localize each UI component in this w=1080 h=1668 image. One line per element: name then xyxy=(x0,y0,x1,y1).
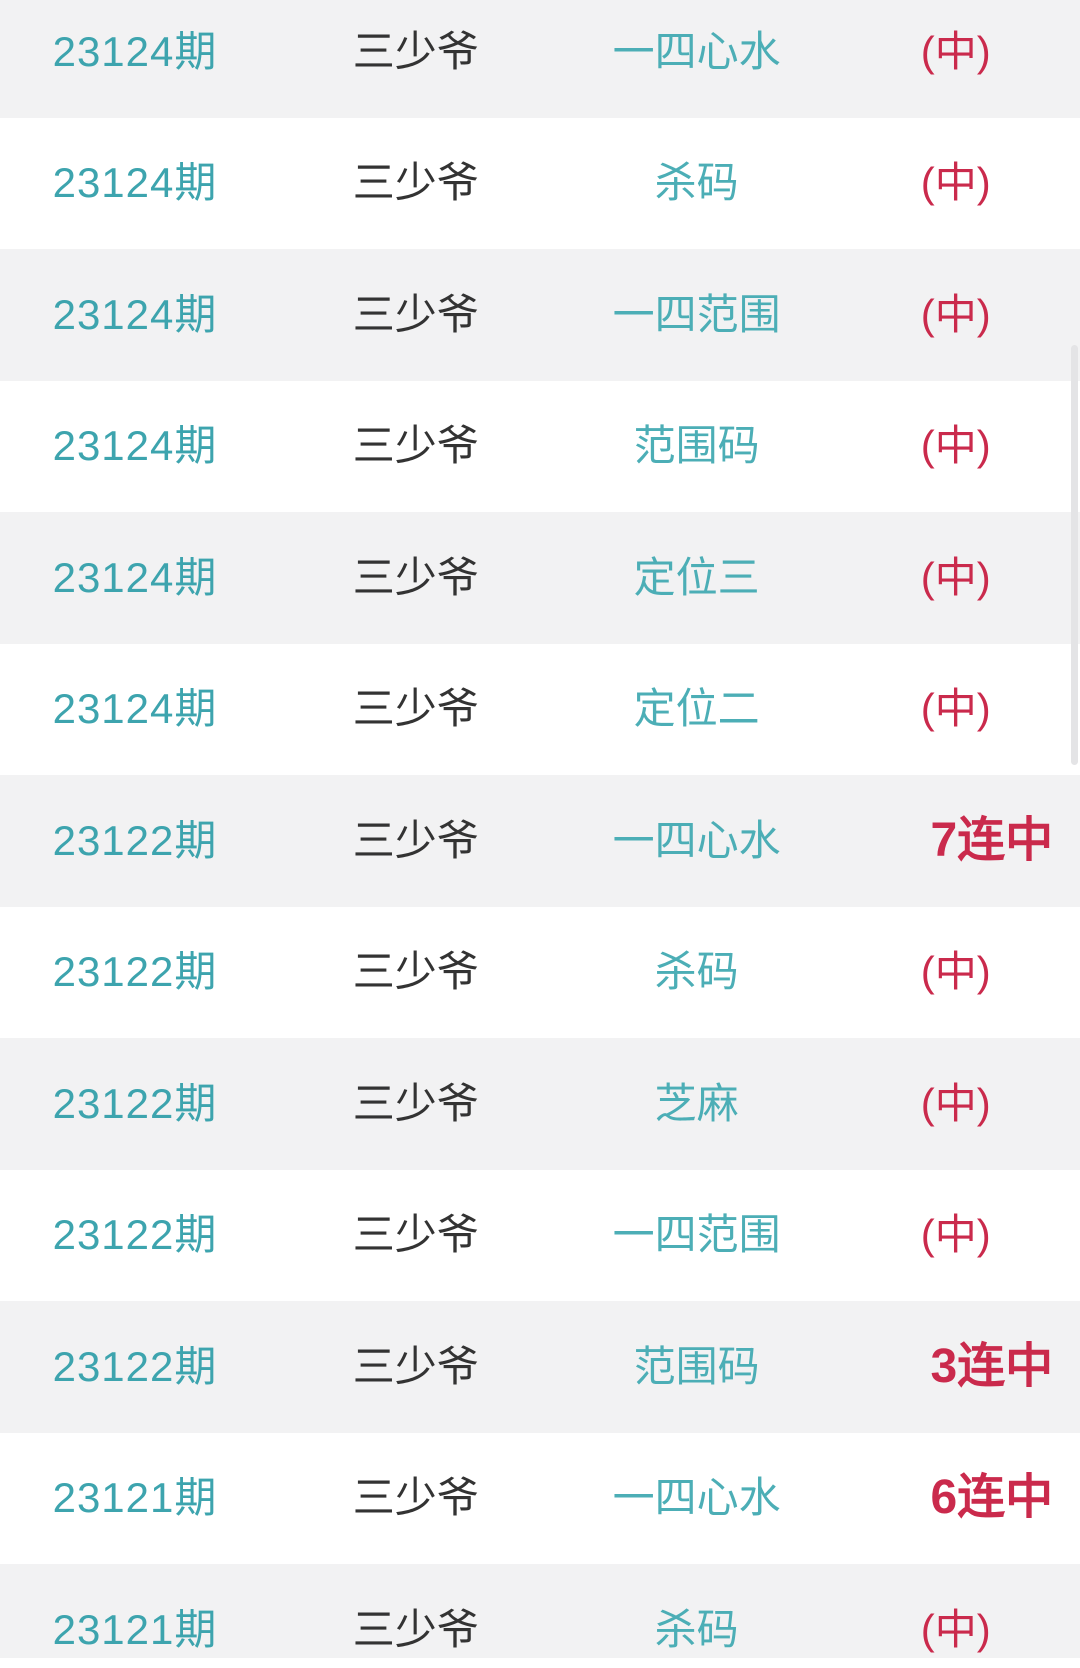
period-label: 23122期 xyxy=(52,1342,218,1390)
result-text: (中) xyxy=(920,1605,991,1653)
record-row[interactable]: 23122期 三少爷 一四心水 7连中 xyxy=(0,775,1080,907)
author-label: 三少爷 xyxy=(352,159,479,207)
record-row[interactable]: 23124期 三少爷 范围码 (中) xyxy=(0,380,1080,512)
play-type-label: 杀码 xyxy=(654,159,739,207)
author-label: 三少爷 xyxy=(352,1211,479,1259)
result-status-label: (中) xyxy=(832,951,1080,993)
play-type-label: 一四心水 xyxy=(612,1474,781,1522)
result-text: 3连中 xyxy=(930,1339,1054,1393)
result-text: (中) xyxy=(920,1211,991,1259)
author-label: 三少爷 xyxy=(352,27,479,75)
period-label: 23124期 xyxy=(52,685,218,733)
record-row[interactable]: 23124期 三少爷 一四心水 (中) xyxy=(0,0,1080,118)
author-label: 三少爷 xyxy=(352,1079,479,1127)
period-label: 23124期 xyxy=(52,27,218,75)
author-label: 三少爷 xyxy=(352,948,479,996)
result-text: 7连中 xyxy=(930,813,1054,867)
result-text: 6连中 xyxy=(930,1471,1054,1525)
record-row[interactable]: 23121期 三少爷 杀码 (中) xyxy=(0,1564,1080,1658)
author-label: 三少爷 xyxy=(352,685,479,733)
author-label: 三少爷 xyxy=(352,553,479,601)
play-type-label: 一四心水 xyxy=(612,27,781,75)
result-text: (中) xyxy=(920,685,991,733)
play-type-label: 一四范围 xyxy=(612,1211,781,1259)
author-label: 三少爷 xyxy=(352,1605,479,1653)
record-row[interactable]: 23122期 三少爷 范围码 3连中 xyxy=(0,1301,1080,1433)
result-status-label: (中) xyxy=(832,1605,1080,1653)
period-label: 23122期 xyxy=(52,816,218,864)
result-status-label: 7连中 xyxy=(832,813,1080,867)
result-text: (中) xyxy=(920,422,991,470)
author-label: 三少爷 xyxy=(352,816,479,864)
period-label: 23124期 xyxy=(52,159,218,207)
result-status-label: (中) xyxy=(832,27,1080,75)
result-text: (中) xyxy=(920,1079,991,1127)
period-label: 23121期 xyxy=(52,1474,218,1522)
period-label: 23122期 xyxy=(52,948,218,996)
play-type-label: 一四心水 xyxy=(612,816,781,864)
author-label: 三少爷 xyxy=(352,290,479,338)
play-type-label: 范围码 xyxy=(633,422,760,470)
play-type-label: 定位二 xyxy=(633,685,760,733)
period-label: 23122期 xyxy=(52,1079,218,1127)
period-label: 23124期 xyxy=(52,290,218,338)
author-label: 三少爷 xyxy=(352,1474,479,1522)
result-status-label: (中) xyxy=(832,1214,1080,1256)
period-label: 23124期 xyxy=(52,422,218,470)
play-type-label: 范围码 xyxy=(633,1342,760,1390)
scrollbar-thumb[interactable] xyxy=(1071,345,1078,765)
result-text: (中) xyxy=(920,159,991,207)
period-label: 23124期 xyxy=(52,553,218,601)
record-row[interactable]: 23122期 三少爷 芝麻 (中) xyxy=(0,1038,1080,1170)
record-row[interactable]: 23124期 三少爷 一四范围 (中) xyxy=(0,249,1080,381)
author-label: 三少爷 xyxy=(352,422,479,470)
record-row[interactable]: 23122期 三少爷 一四范围 (中) xyxy=(0,1169,1080,1301)
record-row[interactable]: 23122期 三少爷 杀码 (中) xyxy=(0,906,1080,1038)
result-text: (中) xyxy=(920,553,991,601)
result-status-label: 3连中 xyxy=(832,1339,1080,1393)
result-status-label: (中) xyxy=(832,553,1080,601)
result-text: (中) xyxy=(920,27,991,75)
result-status-label: (中) xyxy=(832,1079,1080,1127)
record-row[interactable]: 23124期 三少爷 定位三 (中) xyxy=(0,512,1080,644)
play-type-label: 定位三 xyxy=(633,553,760,601)
result-text: (中) xyxy=(920,948,991,996)
result-status-label: (中) xyxy=(832,290,1080,338)
record-row[interactable]: 23124期 三少爷 杀码 (中) xyxy=(0,117,1080,249)
record-row[interactable]: 23121期 三少爷 一四心水 6连中 xyxy=(0,1432,1080,1564)
period-label: 23121期 xyxy=(52,1605,218,1653)
result-status-label: (中) xyxy=(832,425,1080,467)
result-status-label: (中) xyxy=(832,688,1080,730)
play-type-label: 一四范围 xyxy=(612,290,781,338)
play-type-label: 杀码 xyxy=(654,1605,739,1653)
result-text: (中) xyxy=(920,290,991,338)
result-status-label: 6连中 xyxy=(832,1474,1080,1522)
play-type-label: 芝麻 xyxy=(654,1079,739,1127)
record-row[interactable]: 23124期 三少爷 定位二 (中) xyxy=(0,643,1080,775)
author-label: 三少爷 xyxy=(352,1342,479,1390)
result-status-label: (中) xyxy=(832,162,1080,204)
play-type-label: 杀码 xyxy=(654,948,739,996)
period-label: 23122期 xyxy=(52,1211,218,1259)
